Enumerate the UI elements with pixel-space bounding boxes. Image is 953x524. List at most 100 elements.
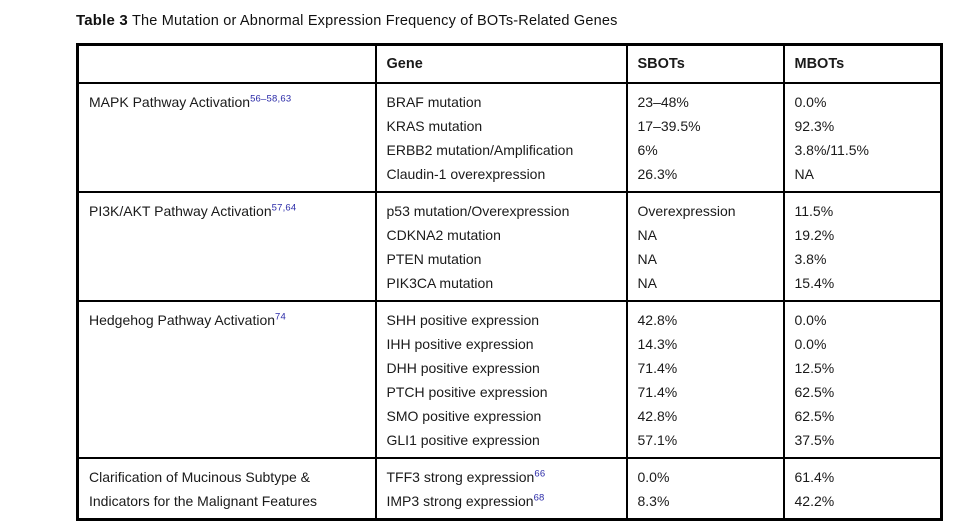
sbots-value-text: NA (637, 251, 657, 267)
gene-cell: p53 mutation/Overexpression CDKNA2 mutati… (374, 191, 628, 302)
category-label: Clarification of Mucinous Subtype & (89, 465, 367, 489)
sbots-value-text: 17–39.5% (637, 118, 701, 134)
mbots-value-text: 61.4% (794, 469, 835, 485)
sbots-value: 14.3% (638, 332, 775, 356)
category-cell: Clarification of Mucinous Subtype & Indic… (76, 457, 377, 521)
gene-label: TFF3 strong expression66 (387, 465, 618, 489)
section-row-3: Hedgehog Pathway Activation74 SHH positiv… (76, 300, 943, 459)
sbots-value-text: 42.8% (637, 312, 678, 328)
sbots-value-text: 71.4% (637, 360, 678, 376)
mbots-value-text: 0.0% (794, 336, 827, 352)
gene-label: Claudin-1 overexpression (387, 162, 618, 186)
gene-label: GLI1 positive expression (387, 428, 618, 452)
sbots-value: 42.8% (638, 308, 775, 332)
gene-label-text: SMO positive expression (386, 408, 542, 424)
mbots-value: 62.5% (795, 380, 933, 404)
category-label-text: Indicators for the Malignant Features (89, 493, 318, 509)
sbots-value-text: NA (637, 227, 657, 243)
mbots-value-text: 3.8%/11.5% (794, 142, 869, 158)
mbots-value: 37.5% (795, 428, 933, 452)
mbots-value-text: 62.5% (794, 384, 835, 400)
sbots-value: 71.4% (638, 380, 775, 404)
sbots-value: 0.0% (638, 465, 775, 489)
mbots-value-text: 0.0% (794, 312, 827, 328)
reference-superscript: 66 (534, 468, 546, 480)
table-title-text: The Mutation or Abnormal Expression Freq… (127, 13, 618, 29)
header-row: Gene SBOTs MBOTs (76, 43, 943, 84)
section-row-1: MAPK Pathway Activation56–58,63 BRAF muta… (76, 82, 943, 193)
category-cell: MAPK Pathway Activation56–58,63 (76, 82, 377, 193)
mbots-value-text: 42.2% (794, 493, 835, 509)
sbots-value: NA (638, 247, 775, 271)
mbots-value-text: 19.2% (794, 227, 835, 243)
gene-label: IHH positive expression (387, 332, 618, 356)
gene-label: ERBB2 mutation/Amplification (387, 138, 618, 162)
gene-label: KRAS mutation (387, 114, 618, 138)
sbots-value-text: 23–48% (637, 94, 689, 110)
sbots-value: 71.4% (638, 356, 775, 380)
gene-label-text: IMP3 strong expression (386, 493, 534, 509)
header-cell-sbots: SBOTs (625, 43, 785, 84)
reference-superscript: 74 (275, 311, 286, 323)
gene-label-text: BRAF mutation (386, 94, 482, 110)
reference-superscript: 57,64 (271, 202, 297, 214)
gene-label: PTEN mutation (387, 247, 618, 271)
sbots-value-text: 26.3% (637, 166, 678, 182)
mbots-value: 3.8% (795, 247, 933, 271)
section-row-4: Clarification of Mucinous Subtype & Indic… (76, 457, 943, 521)
gene-label: PTCH positive expression (387, 380, 618, 404)
gene-cell: SHH positive expression IHH positive expr… (374, 300, 628, 459)
sbots-value: 26.3% (638, 162, 775, 186)
mbots-value: NA (795, 162, 933, 186)
mbots-value-text: 3.8% (794, 251, 827, 267)
mbots-cell: 61.4% 42.2% (782, 457, 943, 521)
table-title-label: Table 3 (76, 12, 128, 29)
sbots-value-text: 71.4% (637, 384, 678, 400)
gene-label-text: p53 mutation/Overexpression (386, 203, 570, 219)
mbots-value-text: 0.0% (794, 94, 827, 110)
table-title: Table 3 The Mutation or Abnormal Express… (76, 12, 618, 29)
mbots-value-text: 37.5% (794, 432, 835, 448)
sbots-value: NA (638, 223, 775, 247)
mbots-value: 3.8%/11.5% (795, 138, 933, 162)
sbots-value-text: 57.1% (637, 432, 678, 448)
gene-label-text: DHH positive expression (386, 360, 540, 376)
sbots-cell: 23–48% 17–39.5% 6% 26.3% (625, 82, 785, 193)
mbots-value: 42.2% (795, 489, 933, 513)
sbots-value: 17–39.5% (638, 114, 775, 138)
sbots-value-text: 6% (637, 142, 658, 158)
sbots-value-text: 42.8% (637, 408, 678, 424)
category-label: MAPK Pathway Activation56–58,63 (89, 90, 367, 114)
sbots-value-text: Overexpression (637, 203, 736, 219)
gene-label-text: PTCH positive expression (386, 384, 548, 400)
sbots-cell: 0.0% 8.3% (625, 457, 785, 521)
mutation-frequency-table: Gene SBOTs MBOTs MAPK Pathway Activation… (76, 43, 943, 521)
mbots-value-text: 92.3% (794, 118, 835, 134)
gene-cell: BRAF mutation KRAS mutation ERBB2 mutation… (374, 82, 628, 193)
gene-label: CDKNA2 mutation (387, 223, 618, 247)
mbots-value: 92.3% (795, 114, 933, 138)
mbots-cell: 0.0% 92.3% 3.8%/11.5% NA (782, 82, 943, 193)
mbots-value: 11.5% (795, 199, 933, 223)
gene-label-text: KRAS mutation (386, 118, 483, 134)
section-row-2: PI3K/AKT Pathway Activation57,64 p53 muta… (76, 191, 943, 302)
table-body: MAPK Pathway Activation56–58,63 BRAF muta… (76, 82, 943, 521)
mbots-cell: 0.0% 0.0% 12.5% 62.5% 62.5% 37.5% (782, 300, 943, 459)
table-header: Gene SBOTs MBOTs (76, 43, 943, 84)
category-label-text: Hedgehog Pathway Activation (89, 312, 276, 328)
header-cell-mbots: MBOTs (782, 43, 943, 84)
gene-label: IMP3 strong expression68 (387, 489, 618, 513)
mbots-value: 19.2% (795, 223, 933, 247)
gene-label: DHH positive expression (387, 356, 618, 380)
header-cell-category (76, 43, 377, 84)
reference-superscript: 56–58,63 (250, 93, 292, 105)
mbots-value: 61.4% (795, 465, 933, 489)
header-cell-gene: Gene (374, 43, 628, 84)
category-label: Hedgehog Pathway Activation74 (89, 308, 367, 332)
sbots-value-text: 8.3% (637, 493, 670, 509)
sbots-value: NA (638, 271, 775, 295)
sbots-value: 23–48% (638, 90, 775, 114)
sbots-value-text: 0.0% (637, 469, 670, 485)
mbots-value-text: 11.5% (794, 203, 834, 219)
